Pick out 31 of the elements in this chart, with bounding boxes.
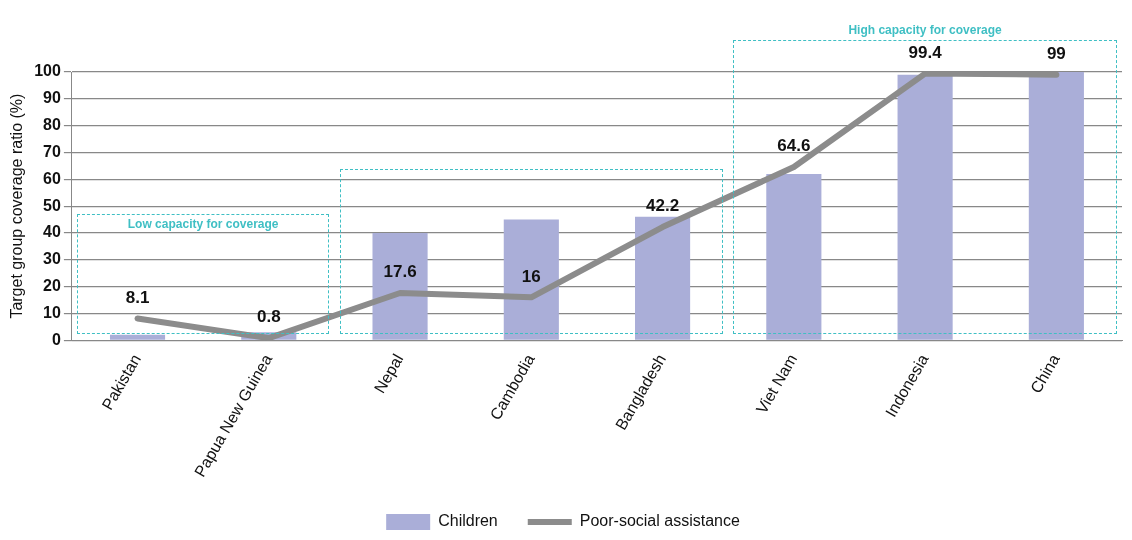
legend-label: Poor-social assistance (579, 512, 740, 530)
y-tick-label: 60 (43, 169, 61, 187)
y-tick-label: 30 (43, 250, 61, 268)
y-tick-label: 80 (43, 116, 61, 134)
bar (109, 334, 166, 340)
data-label: 99.4 (908, 42, 943, 62)
data-label: 42.2 (646, 196, 680, 216)
y-axis-title: Target group coverage ratio (%) (8, 93, 26, 319)
data-label: 8.1 (125, 287, 150, 307)
y-tick-label: 70 (43, 142, 61, 160)
data-label: 0.8 (256, 307, 281, 327)
bar (503, 219, 559, 340)
bar (635, 216, 691, 340)
text: High capacity for coverage (848, 22, 1002, 37)
bar (372, 232, 428, 340)
bar (766, 173, 822, 340)
data-label: 16 (521, 266, 541, 286)
legend-label: Children (438, 512, 498, 530)
y-tick-label: 90 (43, 89, 61, 107)
bar (897, 74, 953, 340)
bar (1028, 72, 1084, 340)
annotation: Low capacity for coverage (127, 217, 279, 232)
data-label: 99 (1046, 43, 1066, 63)
data-label: 64.6 (777, 136, 811, 156)
y-tick-label: 100 (34, 62, 61, 80)
y-tick-label: 0 (51, 330, 61, 348)
y-tick-label: 40 (43, 223, 61, 241)
y-tick-label: 10 (43, 303, 61, 321)
data-label: 17.6 (383, 262, 417, 282)
y-tick-label: 20 (43, 276, 61, 294)
y-tick-label: 50 (43, 196, 61, 214)
